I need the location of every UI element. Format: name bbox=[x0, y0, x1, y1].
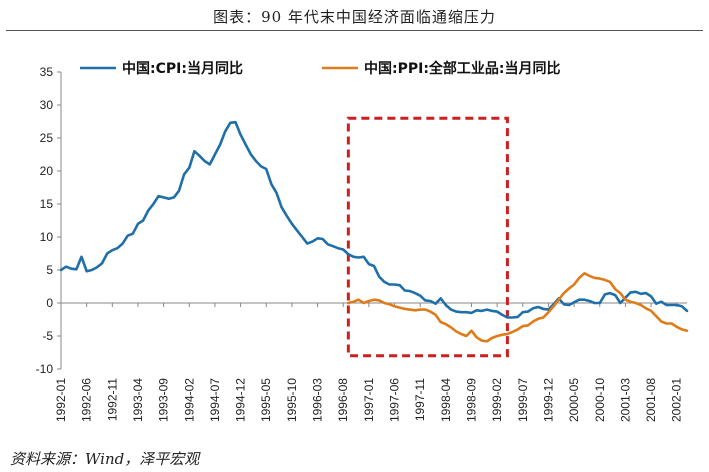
x-tick-label: 1996-03 bbox=[311, 378, 325, 422]
y-tick-label: 10 bbox=[40, 230, 54, 244]
title-divider bbox=[6, 30, 703, 31]
legend-label: 中国:PPI:全部工业品:当月同比 bbox=[364, 60, 561, 77]
x-tick-label: 1992-01 bbox=[54, 378, 68, 422]
y-tick-label: 15 bbox=[40, 197, 54, 211]
ppi-series-line bbox=[346, 271, 689, 343]
highlight-box bbox=[346, 116, 509, 358]
source-note: 资料来源：Wind，泽平宏观 bbox=[10, 450, 200, 468]
x-tick-label: 1993-09 bbox=[157, 378, 171, 422]
x-tick-label: 2001-08 bbox=[644, 378, 658, 422]
x-tick-label: 1994-12 bbox=[234, 378, 248, 422]
x-tick-label: 1997-11 bbox=[413, 378, 427, 421]
y-tick-label: -10 bbox=[36, 362, 54, 376]
x-tick-label: 1994-07 bbox=[208, 378, 222, 422]
chart-title: 图表：90 年代末中国经济面临通缩压力 bbox=[213, 8, 496, 26]
x-tick-label: 1999-07 bbox=[516, 378, 530, 422]
x-tick-label: 1999-12 bbox=[541, 378, 555, 422]
y-tick-label: 25 bbox=[40, 131, 54, 145]
x-tick-label: 1998-04 bbox=[439, 378, 453, 422]
x-tick-label: 1992-11 bbox=[105, 378, 119, 421]
x-tick-label: 1997-06 bbox=[388, 378, 402, 422]
x-tick-label: 1993-04 bbox=[131, 378, 145, 422]
y-tick-label: -5 bbox=[42, 329, 53, 343]
y-tick-label: 0 bbox=[46, 296, 53, 310]
x-tick-label: 1999-02 bbox=[490, 378, 504, 422]
x-tick-label: 1997-01 bbox=[362, 378, 376, 422]
x-tick-label: 1994-02 bbox=[182, 378, 196, 422]
y-tick-label: 30 bbox=[40, 98, 54, 112]
x-tick-label: 2002-01 bbox=[670, 378, 684, 422]
x-tick-label: 1996-08 bbox=[336, 378, 350, 422]
x-tick-label: 2000-05 bbox=[567, 378, 581, 422]
x-tick-label: 1992-06 bbox=[80, 378, 94, 422]
series-lines bbox=[59, 120, 689, 343]
x-tick-label: 1998-09 bbox=[464, 378, 478, 422]
x-axis: 1992-01 1992-06 1992-11 1993-04 1993-09 1994-… bbox=[54, 302, 687, 422]
x-tick-label: 2001-03 bbox=[618, 378, 632, 422]
legend-label: 中国:CPI:当月同比 bbox=[122, 60, 243, 77]
x-tick-label: 1995-10 bbox=[285, 378, 299, 422]
y-tick-label: 20 bbox=[40, 164, 54, 178]
x-tick-label: 1995-05 bbox=[259, 378, 273, 422]
x-tick-label: 2000-10 bbox=[593, 378, 607, 422]
highlight-rect bbox=[346, 116, 509, 358]
legend: 中国:CPI:当月同比 中国:PPI:全部工业品:当月同比 bbox=[80, 60, 561, 77]
y-axis: 35 30 25 20 15 10 5 0 -5 -10 bbox=[36, 65, 62, 376]
y-tick-label: 35 bbox=[40, 65, 54, 79]
cpi-series-line bbox=[59, 120, 689, 319]
y-tick-label: 5 bbox=[46, 263, 53, 277]
